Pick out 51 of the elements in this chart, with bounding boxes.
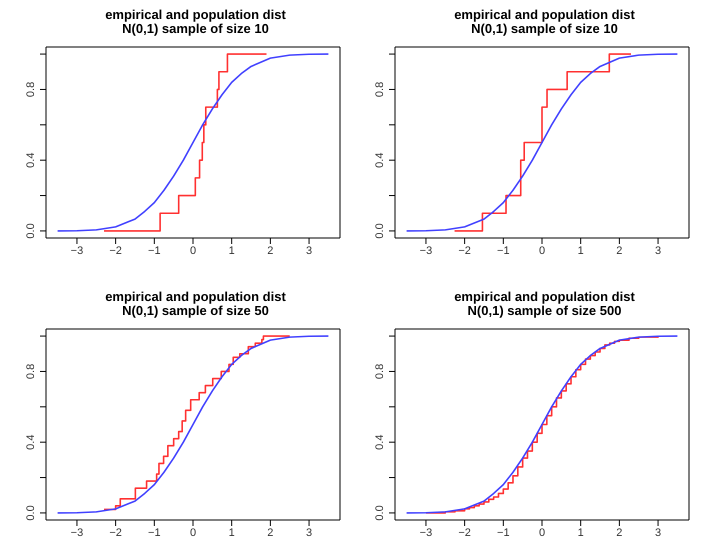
x-tick-label: −1 [148, 526, 161, 539]
y-tick-label: 0.8 [374, 82, 386, 98]
line-series [56, 53, 330, 232]
line-series [406, 53, 678, 232]
x-tick-label: 0 [538, 244, 546, 257]
x-tick-label: 1 [228, 526, 235, 539]
x-tick-label: 3 [306, 244, 312, 257]
x-tick-label: 2 [267, 244, 274, 257]
x-tick-label: −3 [420, 526, 432, 539]
chart-subtitle: N(0,1) sample of size 50 [122, 303, 270, 318]
y-tick-label: 0.4 [374, 152, 386, 168]
y-tick-label: 0.8 [25, 364, 37, 380]
x-tick-label: 1 [578, 244, 584, 257]
x-tick-label: 0 [538, 526, 546, 539]
x-tick-label: 3 [654, 244, 662, 257]
y-tick-label: 0.8 [374, 364, 386, 380]
y-tick-label: 0.0 [25, 223, 37, 239]
y-tick-label: 0.0 [374, 223, 386, 239]
y-tick-label: 0.4 [25, 152, 37, 168]
x-tick-label: 1 [228, 244, 235, 257]
x-tick-label: 2 [267, 526, 274, 539]
x-tick-label: 3 [654, 526, 662, 539]
chart-title: empirical and population dist [453, 289, 636, 304]
x-tick-label: 2 [616, 244, 622, 257]
x-tick-label: −1 [497, 526, 510, 539]
y-tick-label: 0.0 [25, 505, 37, 521]
y-tick-label: 0.0 [374, 505, 386, 521]
chart-subtitle: N(0,1) sample of size 10 [471, 21, 619, 36]
x-tick-label: 1 [578, 526, 584, 539]
x-tick-label: −3 [70, 244, 84, 257]
x-tick-label: −2 [109, 526, 122, 539]
x-tick-label: −3 [420, 244, 432, 257]
chart-title: empirical and population dist [453, 7, 636, 22]
y-tick-label: 0.4 [374, 434, 386, 450]
x-tick-label: −2 [109, 244, 122, 257]
x-tick-label: −2 [458, 526, 471, 539]
chart-title: empirical and population dist [104, 289, 287, 304]
y-tick-label: 0.4 [25, 434, 37, 450]
x-tick-label: −1 [148, 244, 161, 257]
x-tick-label: 2 [616, 526, 622, 539]
y-tick-label: 0.8 [25, 82, 37, 98]
x-tick-label: 3 [306, 526, 312, 539]
x-tick-label: −3 [70, 526, 84, 539]
chart-subtitle: N(0,1) sample of size 10 [122, 21, 270, 36]
x-tick-label: −1 [497, 244, 510, 257]
x-tick-label: 0 [190, 244, 196, 257]
x-tick-label: 0 [190, 526, 196, 539]
x-tick-label: −2 [458, 244, 471, 257]
chart-subtitle: N(0,1) sample of size 500 [468, 303, 622, 318]
chart-title: empirical and population dist [104, 7, 287, 22]
line-series [56, 335, 330, 514]
